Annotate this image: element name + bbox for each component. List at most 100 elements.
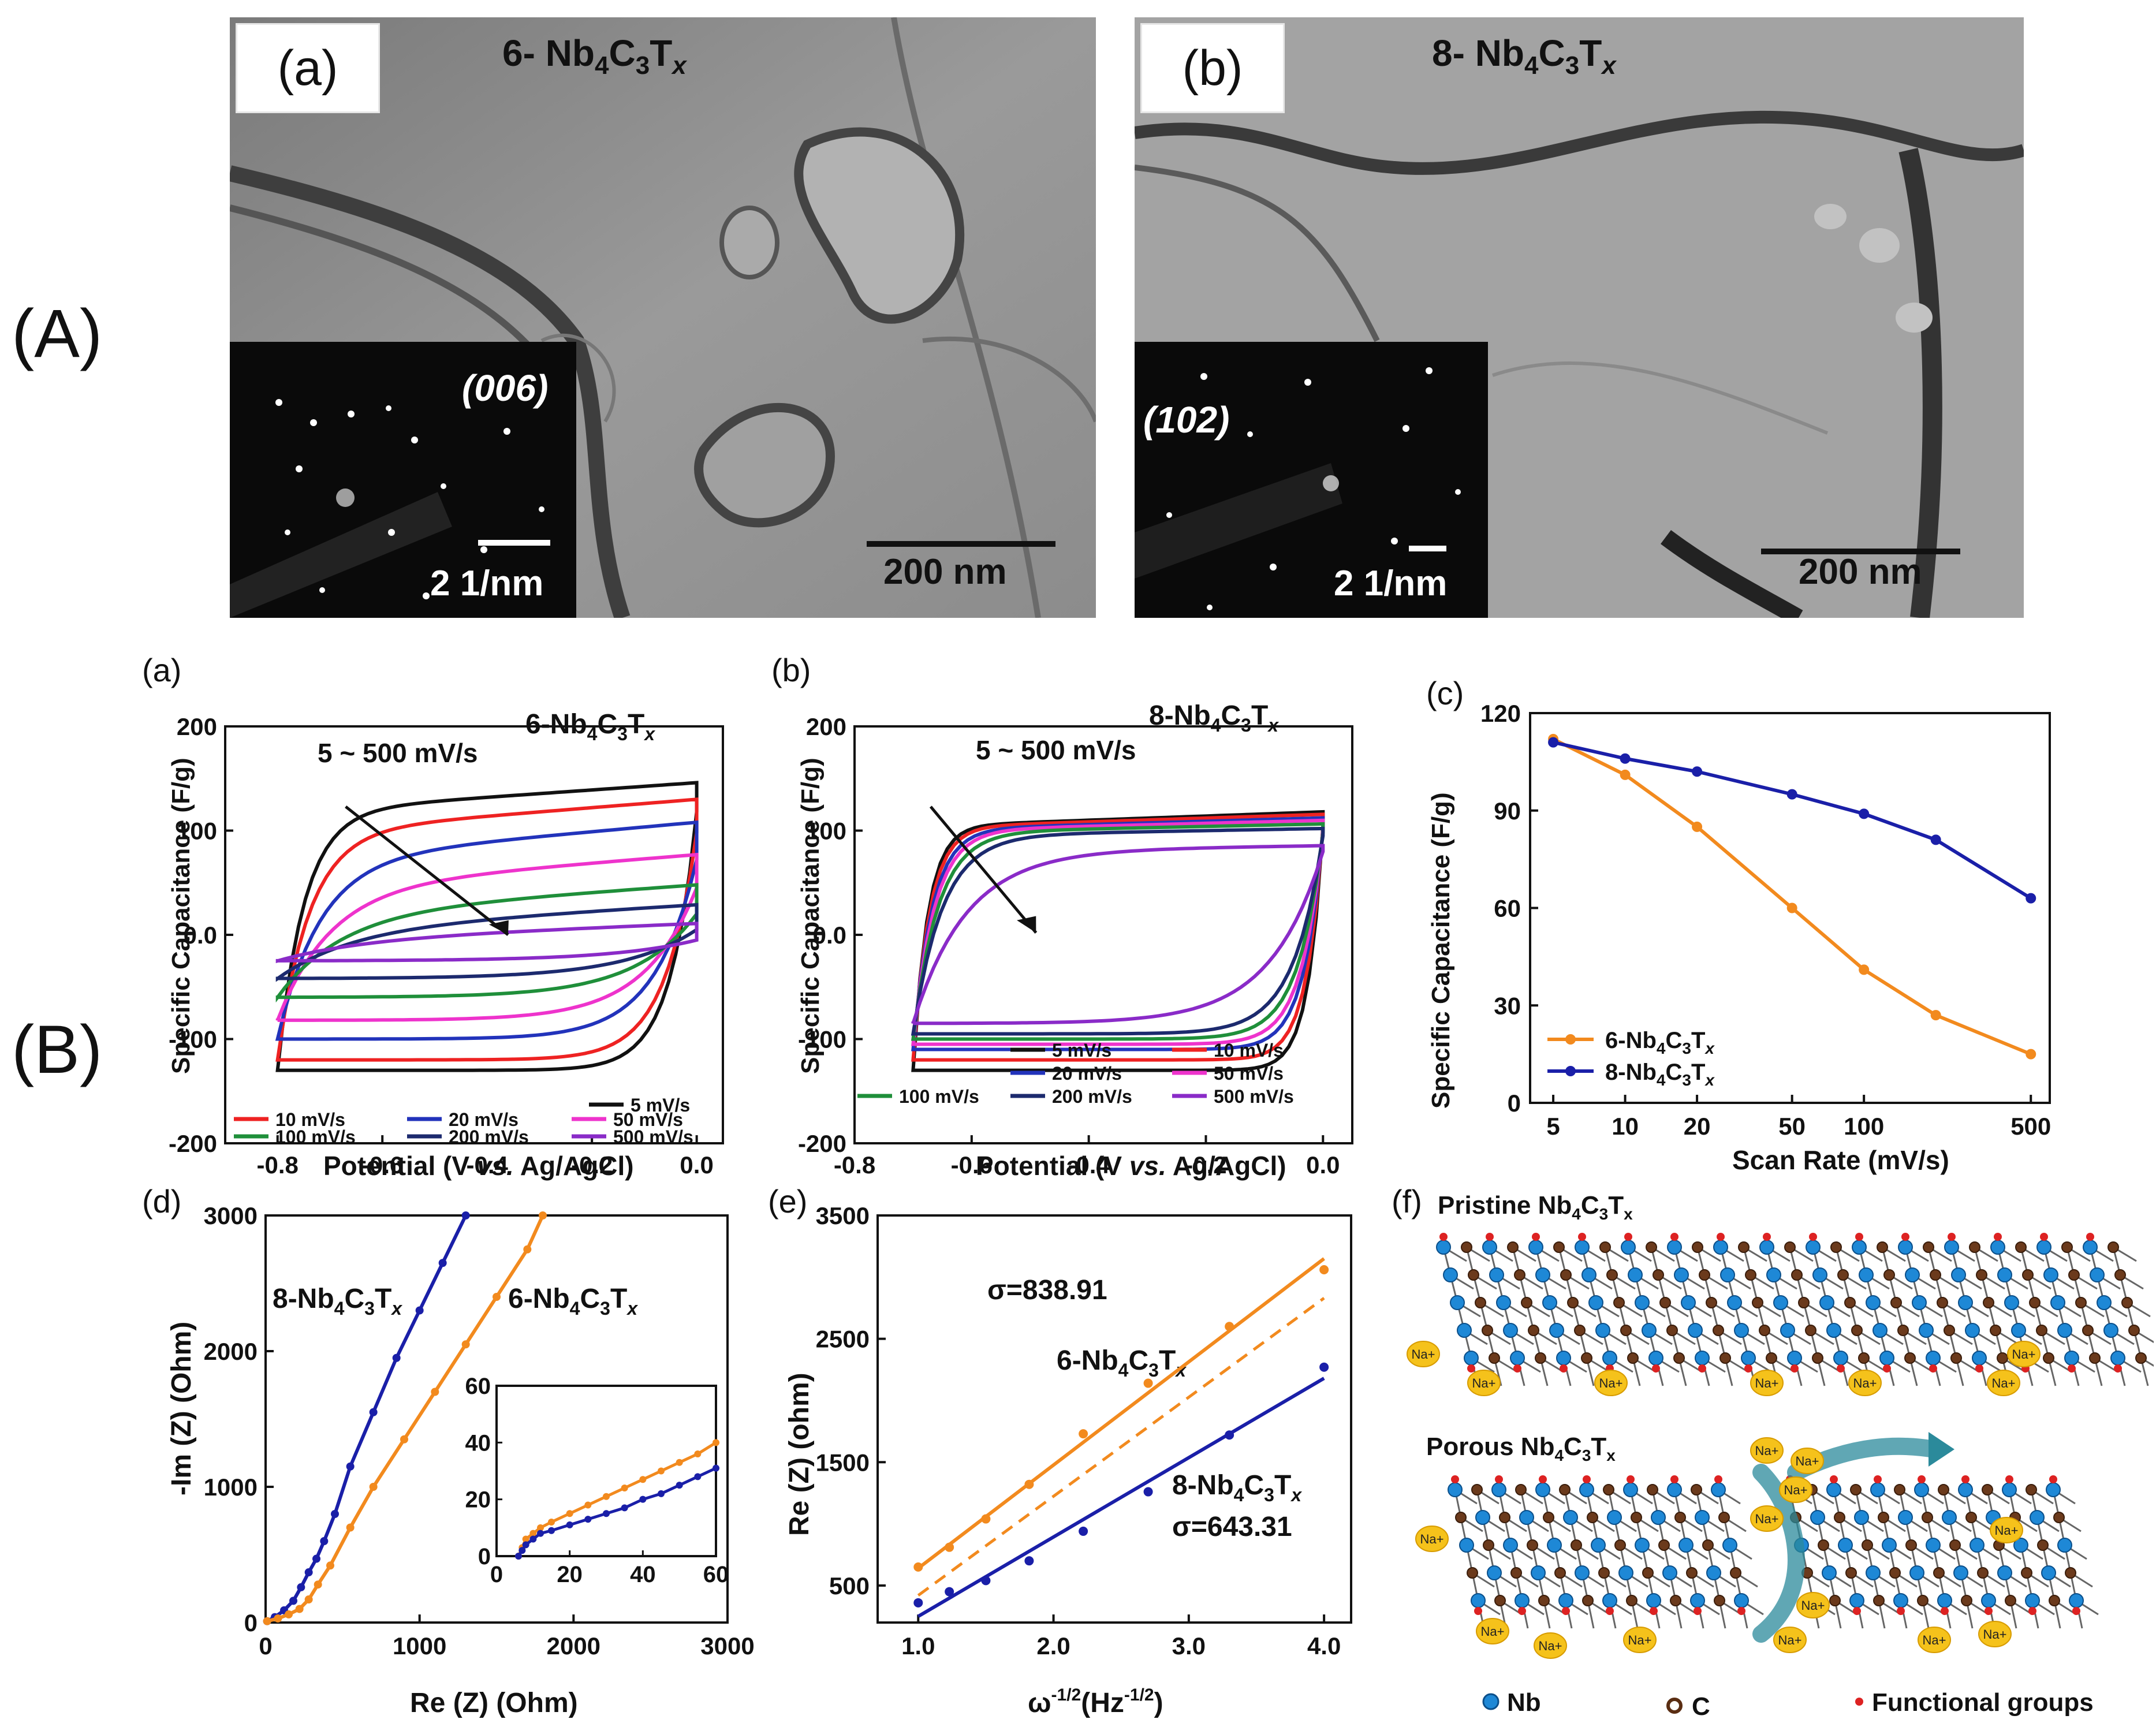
pristine-nb-atom [2004,1295,2019,1310]
pristine-c-atom [1613,1297,1625,1308]
pristine-nb-atom [1812,1267,1827,1282]
cv8-legend-label: 50 mV/s [1214,1063,1284,1084]
pristine-nb-atom [1642,1323,1657,1338]
porous-left-nb-atom [1563,1510,1578,1525]
pristine-c-atom [1528,1325,1539,1336]
porous-left-c-atom [1543,1512,1554,1523]
warburg-frame [876,1214,1352,1624]
porous-left-nb-atom [1531,1565,1546,1580]
nyquist-ytick-label: 0 [244,1609,258,1636]
na-ion-label: Na+ [1992,1376,2016,1390]
na-ion-label: Na+ [1923,1633,1946,1647]
porous-left-nb-atom [1706,1565,1721,1580]
pristine-nb-atom [1595,1323,1610,1338]
nyquist-point [461,1211,470,1219]
rate-xtick-label: 10 [1612,1113,1639,1140]
na-ion-icon [1467,1370,1501,1396]
porous-left-c-atom [1598,1567,1610,1579]
porous-left-c-atom [1554,1567,1566,1579]
inset-point [522,1535,529,1543]
pristine-fg [2086,1233,2094,1241]
cv6-xtick-label: -0.2 [571,1151,613,1178]
na-ion-icon [1476,1618,1509,1644]
nyquist-point [312,1554,320,1563]
pristine-fg [1513,1364,1521,1373]
pristine-nb-atom [1872,1323,1888,1338]
porous-right-nb-atom [1849,1593,1864,1608]
pristine-c-atom [1553,1241,1565,1253]
porous-left-fg [1606,1607,1614,1615]
pristine-c-atom [1944,1325,1955,1336]
pristine-nb-atom [1621,1240,1636,1255]
nyquist-point [326,1561,334,1570]
warburg-xlabel: ω-1/2(Hz-1/2) [1028,1685,1163,1718]
pristine-c-atom [1983,1297,1994,1308]
pristine-nb-atom [1542,1295,1557,1310]
pristine-nb-atom [1926,1351,1941,1366]
nyquist-point [392,1353,401,1362]
pristine-nb-atom [1990,1240,2005,1255]
pristine-nb-atom [1489,1267,1504,1282]
warburg-point [1225,1322,1234,1332]
porous-left-nb-atom [1690,1593,1705,1608]
pristine-nb-atom [2057,1323,2072,1338]
pristine-c-atom [1745,1269,1756,1281]
rate-ytick-label: 60 [1494,895,1521,922]
porous-left-nb-atom [1618,1565,1633,1580]
pristine-c-atom [1950,1352,1962,1364]
na-ion-label: Na+ [1539,1639,1562,1653]
rate-legend-marker [1565,1066,1576,1076]
cv6-legend-label: 200 mV/s [449,1127,529,1147]
pristine-c-atom [1646,1241,1657,1253]
pristine-c-atom [1719,1352,1731,1364]
warburg-point [945,1542,954,1552]
porous-right-c-atom [1977,1567,1989,1579]
porous-left-c-atom [1718,1512,1730,1523]
rate-xlabel: Scan Rate (mV/s) [1732,1145,1949,1175]
pristine-nb-atom [1695,1351,1710,1366]
inset-point [639,1495,647,1503]
inset-xtick-label: 20 [557,1562,583,1587]
pristine-nb-atom [2064,1351,2079,1366]
pristine-nb-atom [1581,1267,1597,1282]
porous-left-fg [1714,1475,1722,1483]
pristine-nb-atom [1905,1267,1920,1282]
inset-ytick-label: 60 [465,1374,491,1399]
porous-left-fg [1518,1607,1526,1615]
pristine-c-atom [1560,1269,1572,1281]
porous-right-nb-atom [2002,1482,2017,1497]
pristine-c-atom [1752,1297,1763,1308]
porous-left-c-atom [1510,1567,1522,1579]
warburg-point [981,1514,991,1524]
pristine-nb-atom [1588,1295,1603,1310]
pristine-fg [1560,1364,1568,1373]
inset-ytick-label: 40 [465,1430,491,1456]
porous-left-c-atom [1702,1539,1714,1551]
pristine-nb-atom [1482,1240,1497,1255]
cv8-legend-label: 5 mV/s [1052,1040,1111,1061]
inset-point [537,1530,544,1537]
nyquist-inset-frame [495,1385,717,1557]
porous-right-c-atom [1862,1539,1873,1551]
inset-point [676,1459,683,1466]
cv6-ytick-label: 200 [177,713,217,740]
cv8-loop-200mvs [911,826,1325,1036]
cv6-ytick-label: -100 [169,1026,217,1053]
nyquist-point [289,1597,297,1605]
pristine-fg [1901,1233,1909,1241]
cv6-loop-5mvs [275,781,699,1072]
pristine-nb-atom [1965,1323,1980,1338]
porous-right-nb-atom [1854,1510,1869,1525]
rate-ytick-label: 0 [1508,1090,1521,1117]
porous-left-c-atom [1674,1512,1686,1523]
porous-left-nb-atom [1635,1538,1650,1553]
na-ion-icon [1534,1632,1567,1659]
nyquist-point [539,1211,547,1219]
tem-panel-label-a: (a) [236,23,380,113]
na-ion-label: Na+ [1796,1454,1819,1468]
tem-scale-a: 200 nm [883,552,1007,592]
rate-xtick-label: 50 [1778,1113,1806,1140]
pristine-nb-atom [1741,1351,1756,1366]
cv6-legend-label: 20 mV/s [449,1109,519,1130]
cv6-annotation: 5 ~ 500 mV/s [318,738,478,768]
